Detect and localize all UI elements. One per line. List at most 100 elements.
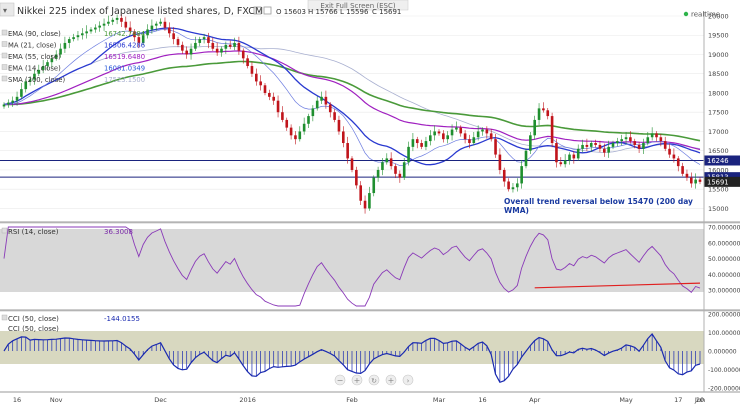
candle-body [328,104,332,113]
candle-body [529,135,532,151]
price-tag-label: 15691 [707,178,729,186]
candle-body [259,81,262,86]
exit-full-screen-button[interactable] [307,0,409,11]
candle-body [607,146,610,153]
candle-body [176,39,180,45]
rsi-tick-label: 70.000000 [708,225,740,232]
price-tick-label: 20000 [708,13,729,21]
ema14-line [3,29,701,166]
candle-body [102,23,106,26]
candle-body [211,42,215,49]
candle-body [589,143,593,147]
candle-body [481,129,484,132]
candle-body [263,85,267,93]
zoom-out-icon[interactable] [334,374,346,386]
candle-body [163,21,167,28]
cci-tick-label: 100.000000 [708,330,740,337]
indicator-label: EMA (90, close) [8,30,61,38]
indicator-label: SMA (200, close) [8,76,65,84]
candle-body [185,50,189,55]
candle-body [355,169,358,186]
symbol-menu-button[interactable] [0,2,15,17]
indicator-value: 17523.1500 [104,76,145,84]
candle-body [468,139,471,144]
price-tick-label: 19500 [708,32,729,40]
add-icon[interactable] [385,374,397,386]
candle-body [194,42,197,49]
candle-body [341,131,345,144]
candle-body [24,81,28,90]
candle-body [359,185,363,201]
rsi-trendline[interactable] [534,282,701,289]
candle-body [442,133,445,140]
cci-tick-label: 200.000000 [708,312,740,319]
indicator-value: 16506.4286 [104,42,145,50]
close-icon[interactable] [263,6,272,15]
indicator-menu-icon[interactable] [1,41,8,47]
indicator-value: 16519.6480 [104,53,145,61]
indicator-menu-icon[interactable] [1,52,8,59]
candle-body [33,73,36,80]
svg-text:−: − [337,376,344,385]
candle-body [511,187,515,190]
ohlc-open: O 15603 [276,8,306,16]
indicator-menu-icon[interactable] [1,29,8,36]
candle-body [324,96,328,105]
cci-menu-icon[interactable] [1,314,8,321]
candle-body [476,131,480,138]
candle-body [485,129,489,134]
ohlc-high: H 15766 [308,8,338,16]
candle-body [298,131,302,140]
candle-body [294,135,297,140]
rsi-menu-icon[interactable] [1,227,8,234]
candle-body [555,143,558,163]
candle-body [202,37,206,40]
realtime-label: realtime [691,11,720,19]
candle-body [107,21,110,24]
cci-value: -144.0155 [104,315,140,323]
candle-body [350,158,354,170]
candle-body [398,173,402,178]
indicator-menu-icon[interactable] [1,64,8,70]
candle-body [407,146,410,163]
settings-icon[interactable] [253,6,262,15]
candle-body [154,23,158,26]
candle-body [181,44,184,51]
candle-body [646,137,650,144]
candle-body [424,141,428,147]
ema55-line [4,50,701,151]
indicator-menu-icon[interactable] [1,75,8,82]
candlestick-series [2,13,702,214]
candle-body [620,139,624,142]
price-panel[interactable] [0,12,704,222]
candle-body [72,37,75,40]
time-tick-label: Jun [694,396,705,404]
scroll-right-icon[interactable] [402,374,414,386]
time-tick-label: Nov [50,396,63,404]
chevron-down-icon: ▾ [3,6,7,15]
candle-body [611,143,615,147]
candle-body [2,104,6,107]
ema14-series [3,29,701,166]
candle-body [428,135,432,142]
zoom-in-icon[interactable] [351,374,363,386]
candle-body [289,127,293,136]
candle-body [459,127,463,134]
candle-body [368,193,371,209]
candle-body [507,181,510,190]
reset-icon[interactable] [368,374,380,386]
candle-body [581,144,584,149]
realtime-indicator-icon [683,11,689,17]
candle-body [389,158,393,167]
price-tag [704,176,740,187]
candle-body [563,160,567,165]
indicator-label: MA (21, close) [8,42,57,50]
cci-series: -200.000000 -100.000000 0.000000 100.000000… [3,312,740,393]
candle-body [585,144,589,147]
candle-body [537,108,541,120]
candle-body [246,58,249,67]
candle-body [28,79,32,82]
